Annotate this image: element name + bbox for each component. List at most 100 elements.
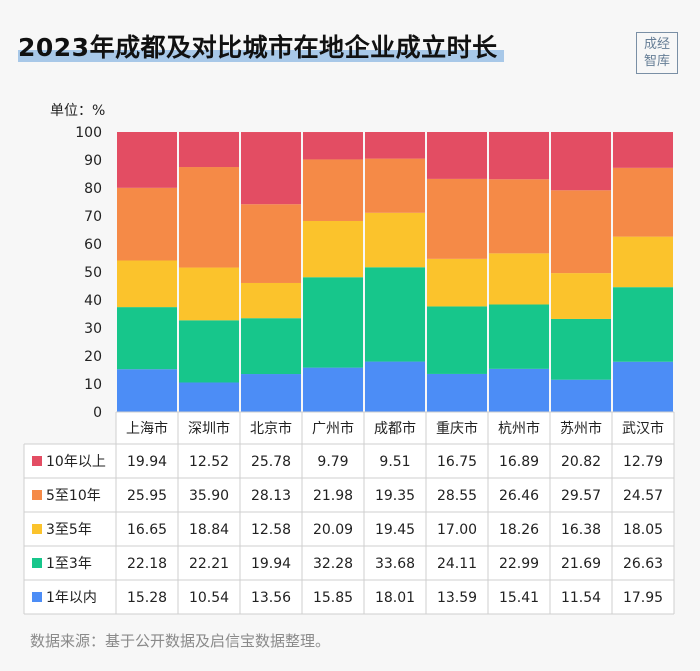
series-row-label: 3至5年 — [46, 522, 92, 538]
bar-segment — [551, 190, 611, 274]
data-value-label: 15.85 — [313, 590, 353, 606]
data-value-label: 18.84 — [189, 522, 229, 538]
bar-segment — [613, 167, 673, 237]
y-tick-label: 100 — [75, 125, 102, 141]
data-value-label: 17.00 — [437, 522, 477, 538]
brand-logo: 成经 智库 — [636, 32, 678, 74]
data-value-label: 16.38 — [561, 522, 601, 538]
data-value-label: 12.58 — [251, 522, 291, 538]
bar-segment — [427, 373, 487, 412]
bar-segment — [117, 187, 177, 261]
logo-line-2: 智库 — [643, 54, 670, 69]
bar-segment — [179, 131, 239, 168]
y-tick-label: 60 — [84, 237, 102, 253]
data-value-label: 19.45 — [375, 522, 415, 538]
bar-segment — [427, 178, 487, 259]
bar-segment — [365, 361, 425, 412]
category-label: 苏州市 — [560, 420, 602, 437]
series-row-label: 10年以上 — [46, 454, 106, 470]
data-value-label: 16.89 — [499, 454, 539, 470]
y-tick-label: 90 — [84, 153, 102, 169]
category-label: 上海市 — [126, 420, 168, 437]
category-label: 深圳市 — [188, 420, 230, 437]
data-value-label: 32.28 — [313, 556, 353, 572]
data-value-label: 19.94 — [251, 556, 291, 572]
bar-segment — [365, 267, 425, 362]
data-value-label: 21.69 — [561, 556, 601, 572]
bar-segment — [489, 304, 549, 369]
data-value-label: 25.78 — [251, 454, 291, 470]
bar-segment — [241, 282, 301, 319]
data-value-label: 18.26 — [499, 522, 539, 538]
data-source-note: 数据来源：基于公开数据及启信宝数据整理。 — [30, 632, 331, 650]
series-row-label: 1年以内 — [46, 590, 97, 606]
data-value-label: 25.95 — [127, 488, 167, 504]
series-row-label: 5至10年 — [46, 488, 101, 504]
bar-segment — [303, 277, 363, 368]
bar-segment — [241, 374, 301, 412]
bar-segment — [365, 212, 425, 268]
bar-segment — [427, 306, 487, 374]
data-value-label: 26.63 — [623, 556, 663, 572]
data-value-label: 28.55 — [437, 488, 477, 504]
data-value-label: 19.35 — [375, 488, 415, 504]
bar-segment — [241, 132, 301, 205]
data-value-label: 17.95 — [623, 590, 663, 606]
data-value-label: 9.51 — [379, 454, 410, 470]
data-value-label: 28.13 — [251, 488, 291, 504]
data-value-label: 20.09 — [313, 522, 353, 538]
y-tick-label: 30 — [84, 321, 102, 337]
legend-swatch — [32, 456, 42, 466]
chart-title: 2023年成都及对比城市在地企业成立时长 — [18, 33, 498, 62]
data-value-label: 35.90 — [189, 488, 229, 504]
bar-segment — [365, 158, 425, 213]
data-value-label: 20.82 — [561, 454, 601, 470]
bar-segment — [551, 273, 611, 319]
data-value-label: 19.94 — [127, 454, 167, 470]
data-value-label: 24.11 — [437, 556, 477, 572]
bar-segment — [613, 236, 673, 288]
data-value-label: 22.18 — [127, 556, 167, 572]
data-value-label: 26.46 — [499, 488, 539, 504]
data-value-label: 13.56 — [251, 590, 291, 606]
y-tick-label: 50 — [84, 265, 102, 281]
legend-swatch — [32, 558, 42, 568]
bar-segment — [303, 367, 363, 412]
bar-segment — [489, 253, 549, 305]
bar-segment — [489, 179, 549, 254]
bar-segment — [241, 204, 301, 283]
bar-segment — [551, 318, 611, 380]
y-tick-label: 70 — [84, 209, 102, 225]
series-row-label: 1至3年 — [46, 556, 92, 572]
y-tick-label: 0 — [93, 405, 102, 421]
y-tick-label: 20 — [84, 349, 102, 365]
bar-segment — [365, 132, 425, 159]
bar-segment — [303, 132, 363, 160]
y-tick-label: 40 — [84, 293, 102, 309]
legend-swatch — [32, 490, 42, 500]
bar-segment — [117, 369, 177, 412]
data-value-label: 29.57 — [561, 488, 601, 504]
legend-swatch — [32, 524, 42, 534]
table-body-bg — [24, 444, 674, 614]
bar-segment — [241, 318, 301, 375]
y-tick-label: 10 — [84, 377, 102, 393]
legend-swatch — [32, 592, 42, 602]
data-value-label: 12.52 — [189, 454, 229, 470]
bar-segment — [117, 260, 177, 308]
data-value-label: 15.28 — [127, 590, 167, 606]
category-label: 重庆市 — [436, 420, 478, 437]
data-value-label: 16.75 — [437, 454, 477, 470]
bar-segment — [303, 220, 363, 278]
bar-segment — [613, 361, 673, 412]
y-tick-label: 80 — [84, 181, 102, 197]
bar-segment — [427, 258, 487, 307]
data-value-label: 13.59 — [437, 590, 477, 606]
data-value-label: 22.21 — [189, 556, 229, 572]
bar-segment — [179, 320, 239, 383]
data-value-label: 18.05 — [623, 522, 663, 538]
category-label: 杭州市 — [498, 420, 540, 437]
table-header-bg — [116, 412, 674, 444]
category-label: 北京市 — [250, 420, 292, 437]
